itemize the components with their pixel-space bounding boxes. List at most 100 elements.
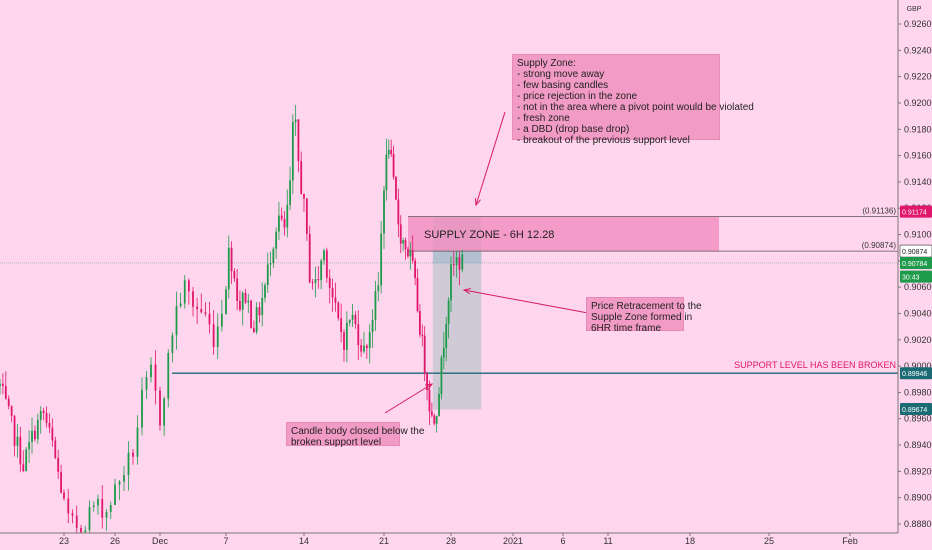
price-badge-label-3: 30:43: [902, 275, 920, 282]
time-axis-bg: [0, 533, 932, 550]
candle-body-71: [255, 307, 258, 332]
position-stop-box: [432, 263, 482, 410]
candle-body-1: [2, 383, 4, 386]
candle-body-72: [258, 307, 261, 316]
x-tick-label-5: 21: [379, 536, 389, 546]
candle-body-125: [404, 240, 407, 250]
candle-body-4: [10, 406, 13, 417]
candle-body-10: [28, 441, 30, 450]
x-tick-label-4: 14: [299, 536, 309, 546]
candle-body-66: [241, 292, 244, 310]
candle-body-0: [0, 383, 1, 386]
arrow-to-candle-head: [425, 383, 434, 390]
candle-body-146: [455, 257, 458, 266]
candle-body-note-box[interactable]: Candle body closed below the broken supp…: [286, 422, 424, 448]
candle-body-103: [345, 322, 348, 350]
candle-body-11: [31, 430, 33, 442]
candle-body-16: [45, 412, 48, 423]
candle-body-59: [220, 313, 223, 327]
arrow-to-zone: [475, 111, 506, 206]
candle-body-38: [132, 452, 134, 457]
candle-body-41: [145, 377, 148, 390]
arrow-to-retracement-head: [462, 288, 471, 295]
candle-body-17: [48, 422, 51, 428]
candle-body-43: [154, 364, 157, 391]
candle-body-29: [92, 505, 95, 508]
candle-body-60: [225, 289, 227, 314]
candle-body-130: [416, 278, 419, 312]
level-tag-0: (0.91136): [862, 207, 896, 216]
candle-body-9: [25, 449, 28, 472]
candle-body-14: [39, 410, 42, 420]
price-badge-5: [900, 403, 932, 415]
candle-body-3: [7, 398, 10, 407]
candle-body-47: [171, 335, 174, 353]
candle-body-64: [236, 278, 239, 301]
candle-body-85: [294, 119, 297, 123]
candle-body-105: [351, 314, 354, 320]
candle-body-40: [141, 389, 143, 428]
candle-body-102: [343, 332, 345, 350]
candle-body-46: [167, 352, 170, 399]
candle-body-109: [363, 345, 365, 352]
candle-body-63: [233, 271, 236, 279]
candle-body-55: [204, 312, 207, 314]
supply-notes-box[interactable]: Supply Zone: - strong move away - few ba…: [512, 54, 754, 146]
candle-body-34: [114, 484, 116, 506]
candle-body-22: [63, 492, 65, 499]
candle-body-84: [291, 122, 294, 181]
candle-body-25: [75, 515, 78, 528]
candle-body-93: [317, 279, 320, 281]
candle-body-99: [334, 297, 337, 303]
candle-body-117: [385, 154, 388, 191]
candle-body-137: [433, 415, 436, 424]
candle-body-51: [187, 280, 190, 292]
candle-body-26: [80, 527, 82, 533]
x-tick-label-12: Feb: [842, 536, 858, 546]
candle-body-140: [440, 357, 443, 395]
candle-body-95: [323, 250, 325, 261]
x-tick-label-0: 23: [59, 536, 69, 546]
candle-body-68: [247, 300, 250, 303]
candle-body-82: [286, 205, 289, 228]
price-badge-2: [900, 256, 932, 269]
price-badge-label-0: 0.91174: [902, 210, 927, 217]
candle-body-139: [438, 394, 440, 417]
candle-body-52: [192, 291, 194, 307]
price-badge-label-5: 0.89674: [902, 407, 927, 414]
candle-body-112: [371, 319, 374, 333]
candle-body-143: [447, 300, 450, 324]
candle-body-37: [127, 452, 130, 476]
candle-body-33: [109, 505, 112, 512]
candle-body-49: [179, 303, 182, 307]
supply-zone-label: SUPPLY ZONE - 6H 12.28: [424, 229, 554, 241]
candle-body-134: [426, 373, 428, 391]
candle-body-57: [212, 324, 215, 348]
candle-body-8: [22, 464, 25, 472]
candle-body-136: [430, 411, 433, 416]
candle-body-98: [331, 287, 334, 298]
x-tick-label-9: 11: [603, 536, 612, 546]
candle-body-124: [402, 240, 405, 244]
candle-body-62: [230, 247, 233, 272]
candle-body-18: [51, 427, 54, 441]
candle-body-92: [314, 279, 317, 283]
candle-body-69: [250, 300, 252, 329]
candle-body-73: [261, 297, 264, 316]
candle-body-50: [183, 280, 186, 304]
retracement-note-box[interactable]: Price Retracement to the Supple Zone for…: [586, 297, 702, 334]
candle-body-28: [88, 507, 91, 531]
candle-body-20: [57, 457, 60, 472]
candle-body-116: [383, 190, 385, 234]
